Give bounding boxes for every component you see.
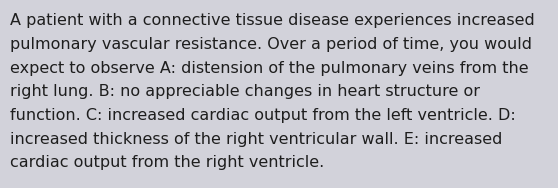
Text: function. C: increased cardiac output from the left ventricle. D:: function. C: increased cardiac output fr…	[10, 108, 516, 123]
Text: pulmonary vascular resistance. Over a period of time, you would: pulmonary vascular resistance. Over a pe…	[10, 37, 532, 52]
Text: cardiac output from the right ventricle.: cardiac output from the right ventricle.	[10, 155, 324, 170]
Text: expect to observe A: distension of the pulmonary veins from the: expect to observe A: distension of the p…	[10, 61, 528, 76]
Text: increased thickness of the right ventricular wall. E: increased: increased thickness of the right ventric…	[10, 132, 502, 147]
Text: right lung. B: no appreciable changes in heart structure or: right lung. B: no appreciable changes in…	[10, 84, 480, 99]
Text: A patient with a connective tissue disease experiences increased: A patient with a connective tissue disea…	[10, 13, 535, 28]
